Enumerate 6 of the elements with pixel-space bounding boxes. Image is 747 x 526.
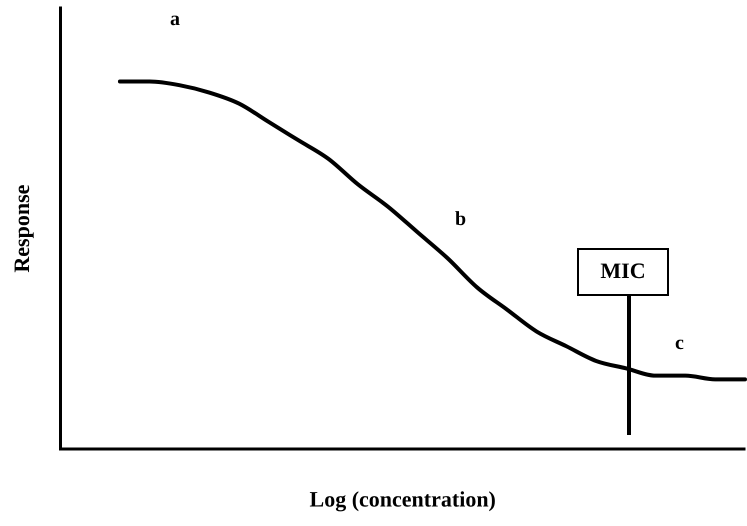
annotation: b (455, 208, 466, 231)
x-axis-title: Log (concentration) (310, 486, 496, 512)
annotation: MIC (599, 258, 647, 284)
y-axis-title: Response (8, 184, 34, 273)
text: a (170, 8, 180, 31)
annotation: c (675, 332, 684, 355)
